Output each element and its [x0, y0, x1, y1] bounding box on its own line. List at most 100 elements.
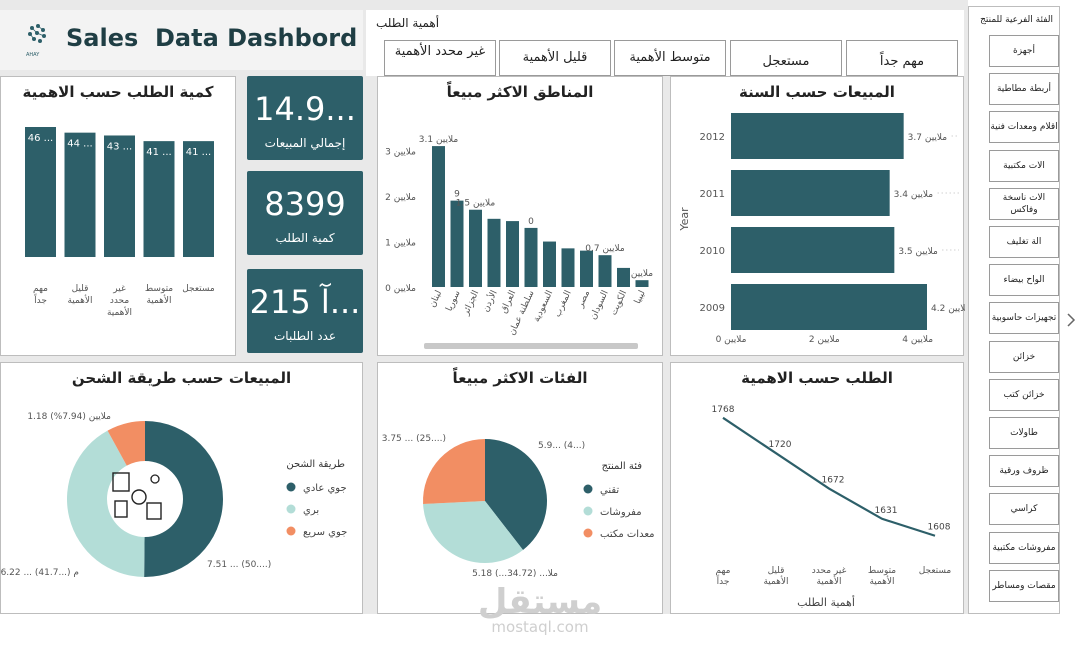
- qty-x-tick: متوسط: [145, 284, 173, 294]
- qty-bar-label: 41 ...: [186, 147, 211, 158]
- region-bar: [617, 267, 630, 287]
- qty-bar-label: 46 ...: [28, 133, 53, 144]
- subcategory-item[interactable]: طاولات: [989, 417, 1059, 449]
- qty-bar: [104, 135, 135, 257]
- orders-x-tick: الأهمية: [816, 575, 841, 587]
- categories-legend-label: مفروشات: [600, 507, 642, 518]
- categories-slice-label: 5.18 ملا... (34.72...): [472, 569, 558, 579]
- region-x-tick: المغرب: [553, 289, 574, 319]
- orders-x-tick: مهم: [716, 566, 731, 576]
- subcategory-item[interactable]: مفروشات مكتبية: [989, 531, 1059, 564]
- subcategory-item[interactable]: كراسي: [989, 493, 1059, 526]
- slicer-option-unspecified[interactable]: غير محدد الأهمية: [384, 40, 496, 76]
- watermark-latin: mostaql.com: [491, 618, 589, 636]
- subcategory-item[interactable]: أجهزة: [989, 35, 1059, 67]
- region-x-tick: ليبيا: [633, 289, 648, 306]
- subcategory-item[interactable]: مقصات ومساطر: [989, 569, 1059, 602]
- shipping-legend-marker: [286, 526, 296, 536]
- qty-x-tick: جداً: [33, 293, 47, 306]
- qty-bar: [143, 141, 175, 257]
- orders-by-importance-title: الطلب حسب الاهمية: [741, 369, 893, 387]
- subcategory-item[interactable]: الات مكتبية: [989, 149, 1059, 182]
- subcategory-item[interactable]: الة تغليف: [989, 226, 1059, 258]
- kpi-order-qty-label: كمية الطلب: [275, 231, 335, 245]
- subcategory-item[interactable]: ظروف ورقية: [989, 455, 1059, 488]
- slicer-option-urgent[interactable]: مستعجل: [730, 40, 842, 76]
- subcategory-item[interactable]: خزائن كتب: [989, 378, 1059, 411]
- region-bar: [598, 255, 612, 287]
- subcategory-item[interactable]: الات ناسخة وفاكس: [989, 187, 1059, 220]
- orders-point-label: 1720: [769, 440, 792, 450]
- top-categories-title: الفئات الاكثر مبيعاً: [452, 369, 588, 387]
- sales-by-shipping-title: المبيعات حسب طريقة الشحن: [71, 369, 292, 387]
- top-regions-title: المناطق الاكثر مبيعاً: [446, 83, 594, 101]
- shipping-center-icon-person: [150, 474, 160, 484]
- subcategory-item[interactable]: اقلام ومعدات فنية: [989, 111, 1059, 144]
- year-x-tick: ملايين 2: [809, 335, 840, 345]
- qty-bar-label: 41 ...: [146, 147, 171, 158]
- categories-legend-marker: [583, 484, 593, 494]
- regions-y-tick: ملايين 3: [385, 148, 416, 158]
- slicer-option-low[interactable]: قليل الأهمية: [499, 40, 611, 76]
- sales-by-year-chart: ملايين 3.7 2012 ملايين 3.4 2011 ملايين 3.5 20…: [678, 113, 965, 345]
- qty-bar-label: 44 ...: [67, 139, 92, 150]
- qty-bar: [64, 132, 96, 257]
- kpi-order-qty-value: 8399: [264, 185, 346, 223]
- kpi-total-sales: 14.9... إجمالي المبيعات: [247, 76, 363, 160]
- year-bar: [731, 284, 927, 330]
- region-x-tick: الجزائر: [461, 289, 481, 318]
- orders-axis-label: أهمية الطلب: [797, 595, 855, 609]
- categories-slice-label: 3.75 ... (25....): [382, 434, 446, 444]
- top-regions-scrollbar[interactable]: [424, 343, 638, 349]
- subcategory-item[interactable]: أربطة مطاطية: [989, 73, 1059, 106]
- year-bar-label: ملايين 3.7: [908, 133, 948, 143]
- qty-x-tick: محدد: [110, 296, 130, 306]
- region-bar: [635, 280, 649, 287]
- categories-legend-marker: [583, 506, 593, 516]
- subcategory-item[interactable]: خزائن: [989, 340, 1059, 373]
- top-categories-chart: 5.9... (4...) 5.18 ملا... (34.72...) 3.75 …: [382, 434, 655, 579]
- shipping-center-icon-box: [112, 472, 130, 492]
- slicer-option-very-important[interactable]: مهم جداً: [846, 40, 958, 76]
- qty-x-tick: قليل: [72, 284, 89, 294]
- year-y-tick: 2012: [700, 132, 725, 143]
- region-x-tick: سوريا: [444, 289, 462, 313]
- shipping-slice: [107, 421, 145, 466]
- orders-point-label: 1608: [928, 523, 951, 533]
- orders-x-tick: الأهمية: [763, 575, 788, 587]
- region-bar: [580, 250, 593, 287]
- orders-x-tick: جداً: [716, 574, 730, 587]
- orders-point-label: 1672: [822, 476, 845, 486]
- region-bar-label: ملايين 0.7: [585, 244, 625, 254]
- shipping-legend-marker: [286, 504, 296, 514]
- region-bar-label: ملايين 1.5: [456, 199, 496, 209]
- kpi-order-qty: 8399 كمية الطلب: [247, 171, 363, 255]
- shipping-legend-label: جوي عادي: [303, 483, 347, 494]
- regions-y-tick: ملايين 2: [385, 193, 416, 203]
- categories-slice: [423, 439, 485, 505]
- shipping-center-icon-gear: [131, 489, 147, 505]
- year-y-tick: 2009: [700, 303, 725, 314]
- region-bar: [561, 248, 575, 287]
- shipping-legend-label: جوي سريع: [303, 527, 347, 538]
- kpi-total-sales-label: إجمالي المبيعات: [264, 136, 346, 150]
- shipping-legend-title: طريقة الشحن: [286, 459, 345, 470]
- subcategory-item[interactable]: تجهيزات حاسوبية: [989, 302, 1059, 335]
- year-bar-label: ملايين 3.5: [898, 247, 938, 257]
- chevron-right-icon[interactable]: [1066, 312, 1076, 328]
- qty-bar-label: 43 ...: [107, 141, 132, 152]
- orders-x-tick: مستعجل: [919, 566, 952, 576]
- slicer-option-medium[interactable]: متوسط الأهمية: [614, 40, 726, 76]
- shipping-slice: [144, 421, 223, 577]
- qty-by-importance-card: كمية الطلب حسب الاهمية 46 ... مهم جداً 44 .…: [0, 76, 236, 356]
- shipping-slice-label: 6.22 ... (41.7...) م: [1, 568, 79, 578]
- sales-by-year-card: المبيعات حسب السنة ملايين 3.7 2012 ملايين …: [670, 76, 965, 356]
- region-x-tick: الكويت: [609, 289, 629, 317]
- region-bar: [524, 227, 538, 287]
- subcategory-item[interactable]: الواح بيضاء: [989, 264, 1059, 297]
- region-bar-label: ملايين: [631, 269, 653, 279]
- qty-by-importance-title: كمية الطلب حسب الاهمية: [22, 83, 214, 101]
- categories-slice: [423, 501, 524, 563]
- year-x-tick: ملايين 4: [902, 335, 933, 345]
